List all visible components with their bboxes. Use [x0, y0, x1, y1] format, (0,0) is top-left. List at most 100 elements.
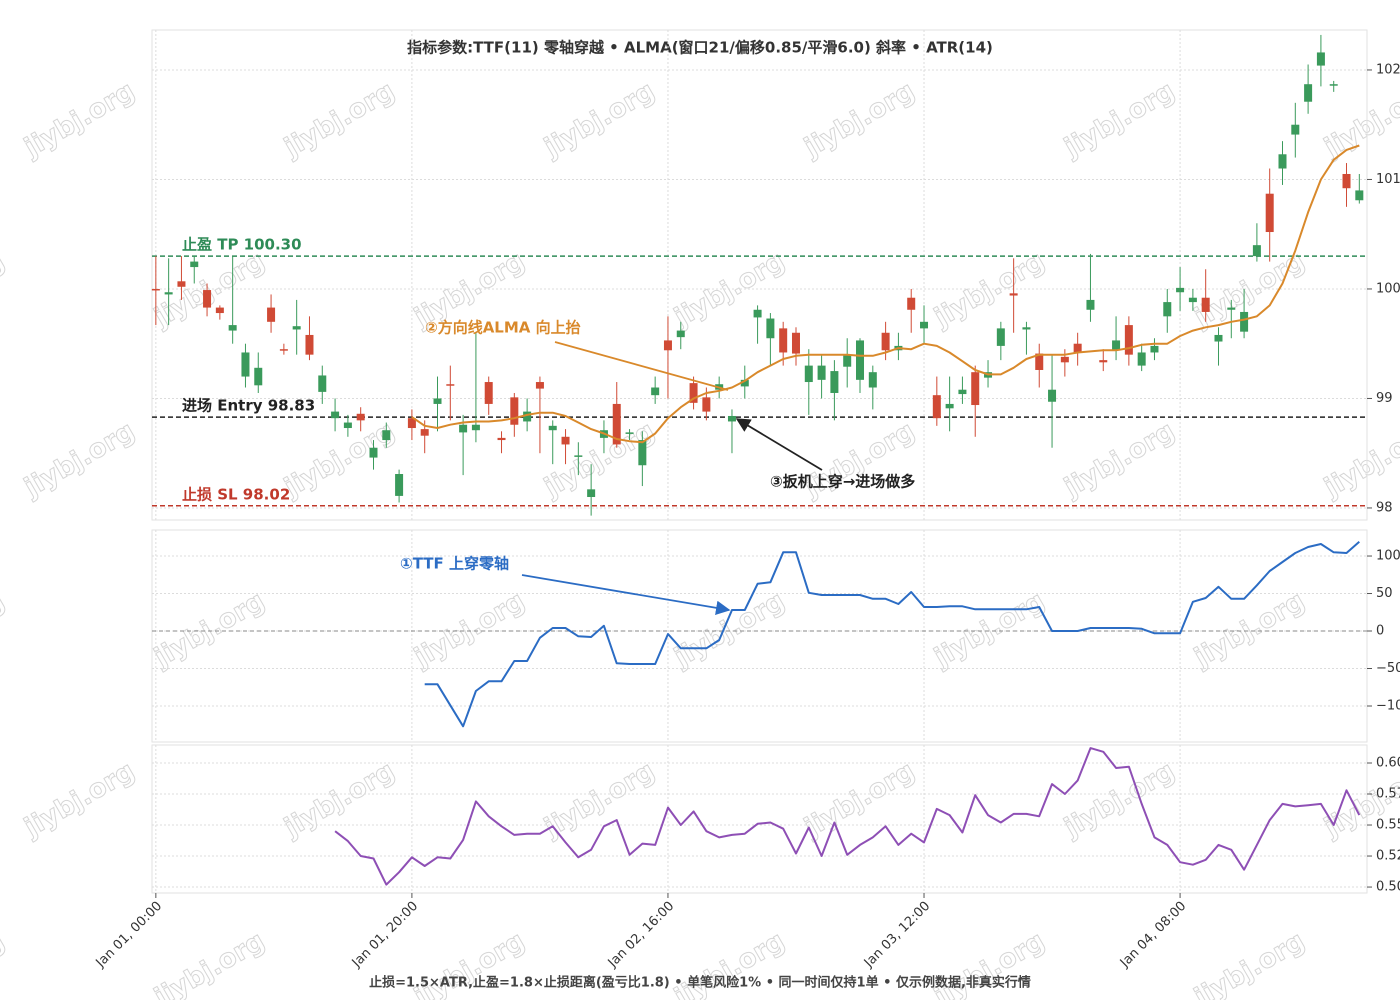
- candle-body: [228, 325, 237, 331]
- candle-body: [1355, 190, 1364, 201]
- candle-body: [1086, 299, 1095, 310]
- candle-body: [459, 424, 468, 433]
- candle-body: [190, 261, 199, 268]
- ttf-frame: [151, 529, 1368, 743]
- level-label: 止损 SL 98.02: [182, 485, 290, 503]
- candle-body: [843, 354, 852, 367]
- level-label: 止盈 TP 100.30: [182, 236, 302, 254]
- candle-body: [446, 384, 455, 386]
- candle-body: [1214, 334, 1223, 342]
- candle-body: [612, 403, 621, 445]
- candle-body: [971, 372, 980, 406]
- candle-body: [1240, 311, 1249, 332]
- candle-body: [1176, 287, 1185, 293]
- y-tick-label: 0.550: [1376, 818, 1400, 833]
- candle-body: [920, 321, 929, 329]
- candle-body: [740, 379, 749, 387]
- candle-body: [254, 367, 263, 386]
- y-tick-label: 99: [1376, 391, 1393, 406]
- candle-body: [279, 349, 288, 351]
- candle-body: [1265, 193, 1274, 233]
- y-tick-label: 100: [1376, 549, 1400, 564]
- candle-body: [1163, 302, 1172, 317]
- candle-body: [164, 292, 173, 295]
- candle-body: [791, 332, 800, 354]
- candle-body: [651, 387, 660, 396]
- candle-body: [305, 334, 314, 355]
- candle-body: [856, 340, 865, 380]
- candle-body: [318, 375, 327, 392]
- candle-body: [663, 340, 672, 351]
- candle-body: [267, 307, 276, 322]
- y-tick-label: 0.525: [1376, 849, 1400, 864]
- candle-body: [1137, 352, 1146, 366]
- annotation: ①TTF 上穿零轴: [400, 555, 509, 573]
- candle-body: [753, 309, 762, 318]
- candle-body: [241, 352, 250, 377]
- candle-body: [1188, 297, 1197, 303]
- candle-body: [1150, 345, 1159, 353]
- panel-frames: [151, 29, 1368, 894]
- candle-body: [407, 418, 416, 429]
- candle-body: [151, 288, 160, 291]
- candle-body: [625, 432, 634, 434]
- candle-body: [727, 415, 736, 422]
- y-tick-label: 0.500: [1376, 880, 1400, 895]
- price-frame: [151, 29, 1368, 521]
- candle-body: [1252, 245, 1261, 257]
- candle-body: [766, 318, 775, 339]
- candle-body: [1201, 297, 1210, 312]
- y-tick-label: 0.600: [1376, 755, 1400, 770]
- y-tick-label: 0: [1376, 624, 1384, 639]
- candle-body: [932, 395, 941, 419]
- candle-body: [1060, 356, 1069, 363]
- candle-body: [177, 281, 186, 287]
- candle-body: [907, 297, 916, 310]
- candle-body: [292, 326, 301, 330]
- candle-body: [1099, 360, 1108, 363]
- candle-body: [420, 429, 429, 436]
- candle-body: [561, 436, 570, 445]
- candle-body: [395, 474, 404, 496]
- candle-body: [471, 424, 480, 431]
- candle-body: [1342, 173, 1351, 189]
- candle-body: [331, 411, 340, 419]
- annotation: ②方向线ALMA 向上抬: [425, 319, 581, 337]
- annotation: ③扳机上穿→进场做多: [770, 473, 915, 491]
- candle-body: [382, 430, 391, 441]
- candle-body: [1009, 293, 1018, 296]
- candle-body: [817, 365, 826, 380]
- candle-body: [203, 290, 212, 308]
- candle-body: [369, 447, 378, 458]
- candle-body: [804, 365, 813, 383]
- annotation-arrow: [735, 418, 823, 471]
- atr-line: [334, 747, 1361, 886]
- candle-body: [881, 332, 890, 351]
- candle-body: [535, 382, 544, 389]
- candle-body: [497, 437, 506, 441]
- annotation-line: [554, 341, 729, 391]
- candle-body: [587, 489, 596, 498]
- candle-body: [510, 397, 519, 425]
- candle-body: [1329, 84, 1338, 86]
- y-tick-label: 100: [1376, 281, 1400, 296]
- candle-body: [215, 307, 224, 314]
- candle-body: [1304, 84, 1313, 102]
- y-tick-label: 0.575: [1376, 787, 1400, 802]
- candle-body: [1035, 353, 1044, 370]
- candle-body: [779, 328, 788, 353]
- candle-body: [1227, 307, 1236, 310]
- candle-body: [1022, 327, 1031, 330]
- level-label: 进场 Entry 98.83: [182, 397, 315, 415]
- candle-body: [523, 411, 532, 422]
- candle-body: [548, 425, 557, 431]
- candle-body: [676, 330, 685, 338]
- candle-body: [574, 455, 583, 457]
- candle-body: [1073, 343, 1082, 353]
- candle-body: [343, 422, 352, 429]
- ttf-line: [424, 541, 1360, 728]
- candle-body: [1048, 389, 1057, 402]
- candle-body: [830, 371, 839, 393]
